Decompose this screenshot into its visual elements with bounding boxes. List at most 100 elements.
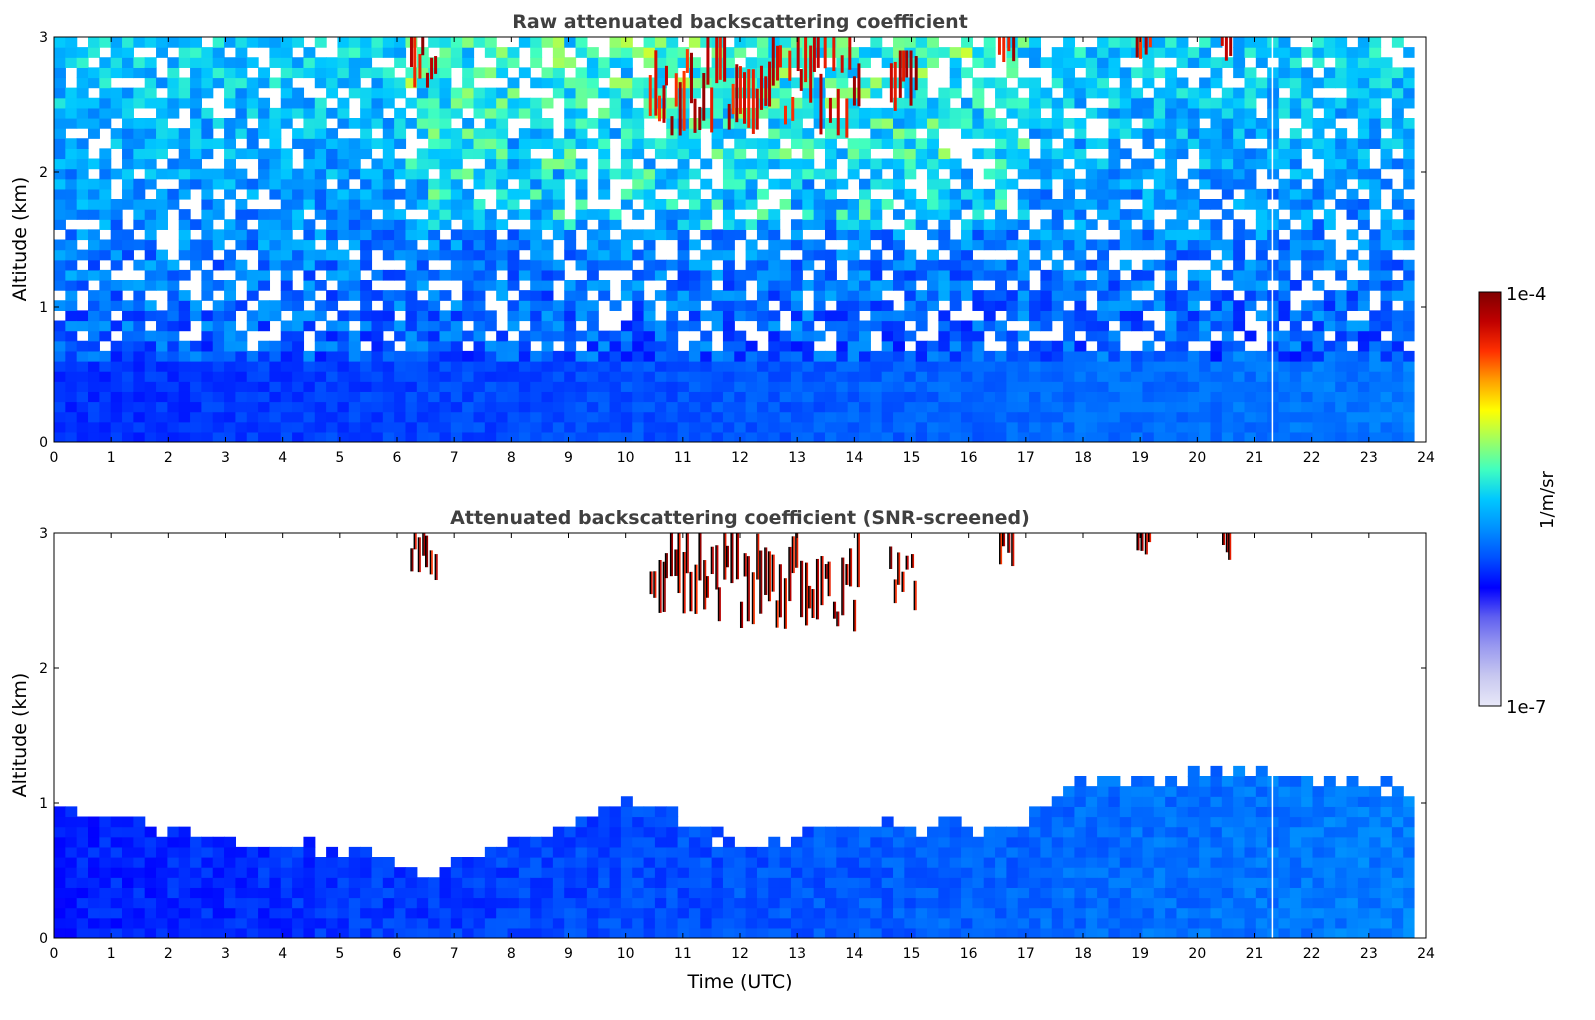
heatmap-cell [212, 310, 225, 322]
heatmap-cell [292, 259, 305, 271]
heatmap-cell [212, 209, 225, 220]
heatmap-cell [530, 371, 543, 382]
heatmap-cell [110, 340, 123, 352]
heatmap-cell [1085, 158, 1098, 170]
heatmap-cell [1006, 897, 1019, 909]
heatmap-cell [1108, 391, 1121, 403]
heatmap-cell [575, 107, 588, 119]
heatmap-cell [518, 907, 531, 919]
heatmap-cell [1346, 168, 1359, 180]
cloud-streak [764, 76, 768, 106]
heatmap-cell [246, 97, 259, 109]
heatmap-cell [110, 300, 123, 311]
heatmap-cell [1312, 350, 1325, 362]
heatmap-cell [1289, 381, 1302, 392]
heatmap-cell [598, 877, 611, 888]
heatmap-cell [915, 371, 928, 382]
heatmap-cell [1255, 219, 1268, 230]
heatmap-cell [847, 927, 860, 938]
heatmap-cell [122, 67, 134, 79]
heatmap-cell [779, 158, 792, 170]
heatmap-cell [1244, 77, 1257, 89]
heatmap-cell [1108, 239, 1121, 251]
heatmap-cell [1074, 97, 1087, 109]
heatmap-cell [360, 118, 373, 129]
heatmap-cell [700, 371, 713, 382]
heatmap-cell [1255, 269, 1268, 281]
heatmap-cell [1323, 118, 1336, 129]
heatmap-cell [927, 887, 939, 899]
heatmap-cell [756, 259, 769, 271]
heatmap-cell [1380, 431, 1393, 442]
heatmap-cell [337, 138, 350, 149]
cloud-streak [648, 75, 652, 116]
heatmap-cell [1063, 320, 1076, 332]
heatmap-cell [65, 857, 78, 868]
heatmap-cell [122, 816, 134, 828]
heatmap-cell [904, 259, 917, 271]
heatmap-cell [405, 421, 418, 433]
heatmap-cell [190, 87, 202, 99]
heatmap-cell [1278, 107, 1291, 119]
heatmap-cell [598, 816, 611, 828]
heatmap-cell [303, 361, 316, 372]
heatmap-cell [790, 917, 803, 929]
heatmap-cell [1040, 857, 1053, 868]
heatmap-cell [371, 118, 384, 129]
heatmap-cell [949, 199, 962, 210]
heatmap-cell [586, 67, 599, 79]
heatmap-cell [927, 209, 939, 220]
heatmap-cell [326, 361, 339, 372]
heatmap-cell [1074, 219, 1087, 230]
heatmap-cell [167, 361, 180, 372]
heatmap-cell [65, 168, 78, 180]
heatmap-cell [178, 128, 191, 139]
heatmap-cell [745, 907, 758, 919]
cloud-streak [796, 37, 800, 72]
heatmap-cell [326, 857, 339, 868]
heatmap-cell [1119, 350, 1132, 362]
heatmap-cell [1119, 381, 1132, 392]
cloud-streak [776, 45, 780, 81]
heatmap-cell [824, 138, 837, 149]
heatmap-cell [1187, 209, 1200, 220]
heatmap-cell [337, 361, 350, 372]
heatmap-cell [790, 300, 803, 311]
heatmap-cell [88, 867, 100, 878]
heatmap-cell [1017, 269, 1030, 281]
heatmap-cell [802, 209, 815, 220]
heatmap-cell [745, 178, 758, 190]
heatmap-cell [337, 178, 350, 190]
heatmap-cell [1051, 77, 1064, 89]
cloud-streak [413, 37, 417, 88]
heatmap-cell [462, 148, 475, 160]
heatmap-cell [314, 411, 327, 423]
heatmap-cell [1108, 290, 1121, 301]
heatmap-cell [394, 300, 407, 311]
heatmap-cell [1040, 927, 1053, 938]
heatmap-cell [518, 37, 531, 48]
heatmap-cell [836, 209, 849, 220]
heatmap-cell [632, 209, 645, 220]
heatmap-cell [802, 178, 815, 190]
heatmap-cell [688, 57, 701, 68]
heatmap-cell [88, 310, 100, 322]
heatmap-cell [756, 107, 769, 119]
heatmap-cell [348, 371, 361, 382]
heatmap-cell [1255, 118, 1268, 129]
heatmap-cell [99, 158, 112, 170]
heatmap-cell [416, 158, 429, 170]
heatmap-cell [734, 401, 747, 413]
heatmap-cell [462, 87, 475, 99]
heatmap-cell [201, 421, 214, 433]
heatmap-cell [224, 350, 237, 362]
heatmap-cell [598, 371, 611, 382]
heatmap-cell [1153, 371, 1166, 382]
heatmap-cell [620, 148, 633, 160]
heatmap-cell [473, 867, 486, 878]
heatmap-cell [167, 330, 180, 342]
heatmap-cell [688, 239, 701, 251]
heatmap-cell [1142, 401, 1155, 413]
heatmap-cell [133, 826, 146, 838]
heatmap-cell [303, 118, 316, 129]
